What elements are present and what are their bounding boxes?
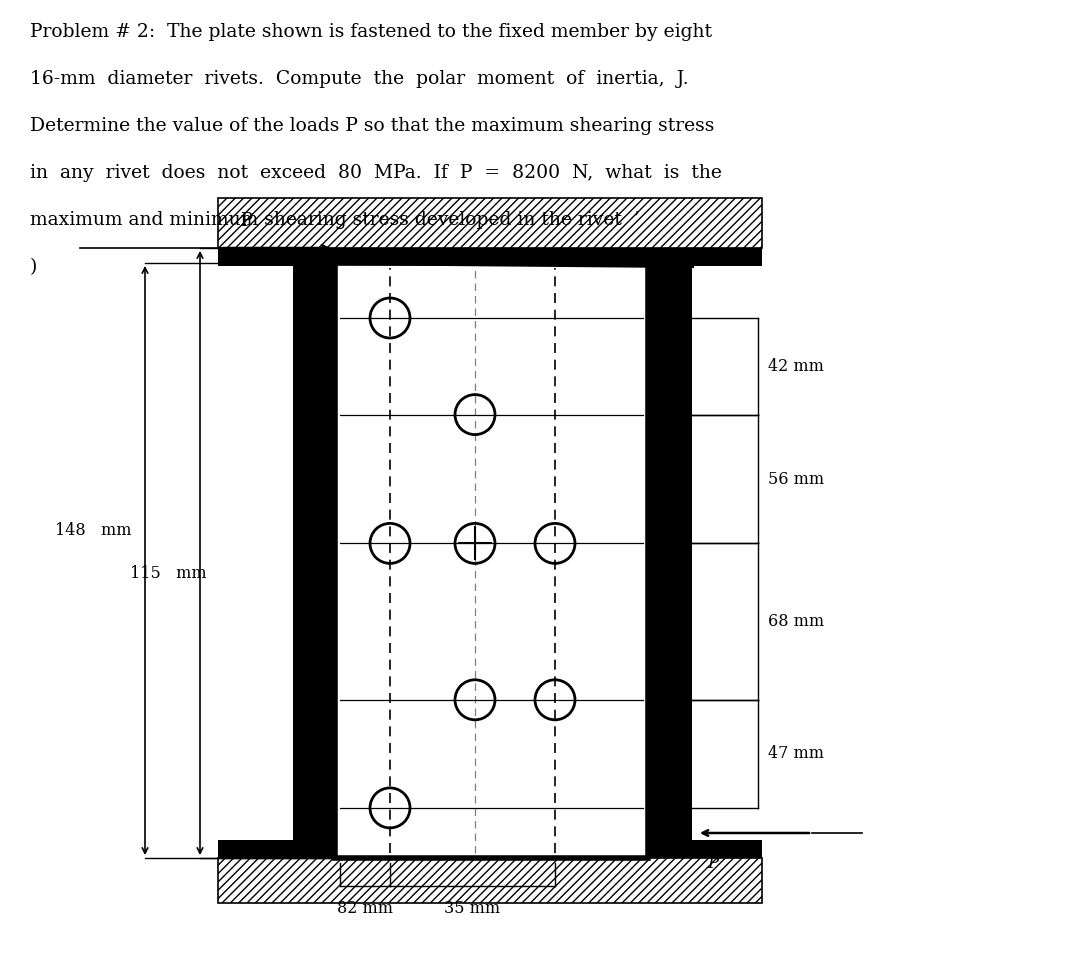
- Text: 68 mm: 68 mm: [768, 613, 825, 630]
- Text: ): ): [30, 258, 38, 276]
- Text: P: P: [707, 855, 718, 872]
- Text: Determine the value of the loads P so that the maximum shearing stress: Determine the value of the loads P so th…: [30, 117, 715, 135]
- Text: 115   mm: 115 mm: [130, 564, 206, 582]
- Text: 35 mm: 35 mm: [444, 900, 501, 917]
- Text: in  any  rivet  does  not  exceed  80  MPa.  If  P  =  8200  N,  what  is  the: in any rivet does not exceed 80 MPa. If …: [30, 164, 722, 182]
- Text: Problem # 2:  The plate shown is fastened to the fixed member by eight: Problem # 2: The plate shown is fastened…: [30, 23, 712, 41]
- Bar: [218, 858, 762, 903]
- Text: 47 mm: 47 mm: [768, 745, 825, 763]
- Text: P: P: [240, 212, 252, 230]
- Bar: [218, 198, 762, 248]
- Bar: [648, 266, 692, 840]
- Text: 148   mm: 148 mm: [55, 522, 131, 539]
- Bar: [335, 263, 648, 858]
- Bar: [218, 840, 762, 858]
- Text: 42 mm: 42 mm: [768, 357, 823, 375]
- Bar: [293, 266, 335, 840]
- Text: 82 mm: 82 mm: [336, 900, 393, 917]
- Text: maximum and minimum shearing stress developed in the rivet  ’: maximum and minimum shearing stress deve…: [30, 211, 640, 229]
- Text: 56 mm: 56 mm: [768, 470, 825, 488]
- Bar: [218, 248, 762, 266]
- Text: 16-mm  diameter  rivets.  Compute  the  polar  moment  of  inertia,  J.: 16-mm diameter rivets. Compute the polar…: [30, 70, 689, 88]
